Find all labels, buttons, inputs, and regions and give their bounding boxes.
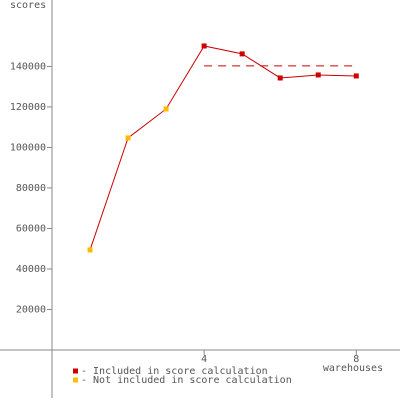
y-tick-label: 40000	[16, 264, 46, 275]
legend-label: - Not included in score calculation	[81, 375, 292, 386]
data-point	[163, 106, 169, 112]
data-point	[239, 51, 245, 57]
y-axis-label: scores	[10, 0, 46, 11]
data-point	[201, 43, 207, 49]
x-axis-label: warehouses	[323, 363, 383, 374]
y-tick-label: 100000	[10, 142, 46, 153]
y-tick-label: 60000	[16, 223, 46, 234]
y-tick-label: 120000	[10, 102, 46, 113]
data-point	[353, 73, 359, 79]
y-tick-label: 140000	[10, 61, 46, 72]
y-tick-label: 80000	[16, 183, 46, 194]
data-point	[277, 75, 283, 81]
data-line	[89, 45, 357, 251]
legend-marker	[73, 368, 78, 374]
data-point	[125, 135, 131, 141]
legend-marker	[73, 377, 78, 383]
data-point	[315, 72, 321, 78]
x-tick-label: 8	[353, 354, 359, 365]
data-point	[87, 247, 93, 253]
legend-label: - Included in score calculation	[81, 366, 268, 377]
x-tick-label: 4	[201, 354, 207, 365]
y-tick-label: 20000	[16, 304, 46, 315]
